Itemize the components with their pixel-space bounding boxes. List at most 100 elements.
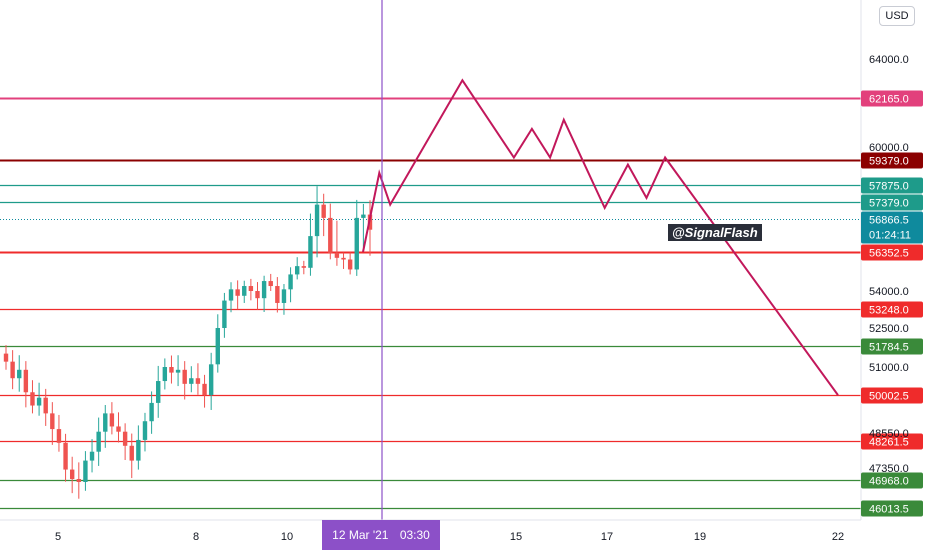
crosshair-date-label: 12 Mar '21 03:30 (322, 520, 440, 550)
candle-7 (50, 402, 55, 445)
candle-50 (334, 220, 340, 266)
y-tick-4: 51000.0 (869, 362, 909, 374)
candle-47 (314, 186, 320, 258)
candle-21 (142, 412, 148, 452)
signal-flash-watermark: @SignalFlash (668, 224, 762, 241)
candle-49 (328, 203, 333, 260)
candle-44 (295, 257, 300, 280)
level-label-bg-10 (861, 472, 923, 489)
candle-25 (169, 355, 174, 384)
candle-53 (354, 199, 359, 276)
y-tick-0: 64000.0 (869, 54, 909, 66)
candle-19 (129, 433, 134, 479)
candle-26 (175, 355, 181, 387)
candle-3 (23, 361, 29, 408)
level-label-9: 48261.5 (869, 437, 909, 449)
y-tick-5: 48550.0 (869, 428, 909, 440)
level-label-8: 50002.5 (869, 391, 909, 403)
level-label-bg-4 (861, 211, 923, 244)
level-label-bg-1 (861, 152, 923, 169)
level-label-bg-3 (861, 194, 923, 211)
candle-1 (10, 350, 15, 390)
candle-2 (17, 355, 22, 392)
x-tick-2: 10 (281, 531, 293, 543)
candle-34 (228, 282, 234, 313)
y-tick-1: 60000.0 (869, 142, 909, 154)
level-label-7: 51784.5 (869, 342, 909, 354)
candle-16 (109, 402, 115, 435)
candle-38 (255, 282, 260, 310)
level-label-0: 62165.0 (869, 94, 909, 106)
candle-29 (195, 363, 201, 395)
candle-40 (268, 273, 273, 291)
level-label-11: 46013.5 (869, 504, 909, 516)
level-label-bg-6 (861, 301, 923, 318)
candle-41 (275, 277, 280, 313)
level-label-bg-2 (861, 177, 923, 194)
candle-6 (43, 388, 48, 426)
candle-11 (76, 462, 81, 499)
level-label-bg-0 (861, 90, 923, 107)
candle-48 (321, 193, 326, 237)
x-tick-3: 15 (510, 531, 522, 543)
candle-32 (215, 314, 220, 373)
level-label-bg-8 (861, 387, 923, 404)
x-tick-6: 22 (832, 531, 844, 543)
candle-23 (156, 365, 161, 418)
level-label-10: 46968.0 (869, 476, 909, 488)
candle-12 (83, 451, 88, 491)
y-tick-2: 54000.0 (869, 286, 909, 298)
level-label-bg-9 (861, 433, 923, 450)
candle-4 (30, 380, 35, 414)
candle-10 (69, 456, 75, 494)
candle-13 (89, 439, 95, 473)
candle-5 (36, 382, 42, 416)
y-tick-3: 52500.0 (869, 323, 909, 335)
candle-45 (301, 260, 307, 275)
currency-button[interactable]: USD (879, 6, 915, 26)
candle-24 (162, 358, 168, 390)
candle-54 (361, 203, 366, 248)
x-tick-1: 8 (193, 531, 199, 543)
level-label-bg-5 (861, 244, 923, 261)
candle-52 (347, 252, 353, 275)
level-label-bg-7 (861, 338, 923, 355)
projected-path-line (362, 78, 839, 396)
crosshair-date: 12 Mar '21 (332, 528, 389, 542)
crosshair-time: 03:30 (399, 528, 430, 542)
candle-22 (149, 391, 154, 434)
candle-30 (202, 374, 207, 408)
x-tick-5: 19 (694, 531, 706, 543)
countdown-label: 01:24:11 (869, 230, 911, 242)
candle-8 (56, 414, 62, 452)
y-tick-6: 47350.0 (869, 463, 909, 475)
candle-36 (242, 280, 247, 303)
candle-42 (281, 284, 287, 315)
candle-18 (122, 423, 128, 461)
candle-37 (248, 278, 254, 301)
candle-27 (182, 361, 187, 400)
candle-28 (189, 366, 194, 393)
level-label-4: 56866.5 (869, 215, 909, 227)
x-tick-0: 5 (55, 531, 61, 543)
candle-14 (96, 417, 101, 466)
level-label-5: 56352.5 (869, 248, 909, 260)
level-label-3: 57379.0 (869, 198, 909, 210)
candle-39 (261, 275, 267, 312)
level-label-6: 53248.0 (869, 305, 909, 317)
level-label-bg-11 (861, 500, 923, 517)
candle-33 (222, 292, 227, 338)
candle-15 (103, 405, 108, 448)
candle-9 (63, 433, 68, 482)
candle-17 (116, 412, 121, 443)
candle-35 (235, 280, 240, 310)
candle-43 (288, 267, 293, 303)
candle-31 (208, 352, 214, 410)
level-label-1: 59379.0 (869, 156, 909, 168)
candle-0 (3, 345, 9, 370)
x-tick-4: 17 (601, 531, 613, 543)
candle-51 (341, 252, 346, 269)
candle-20 (136, 425, 141, 470)
level-label-2: 57875.0 (869, 181, 909, 193)
